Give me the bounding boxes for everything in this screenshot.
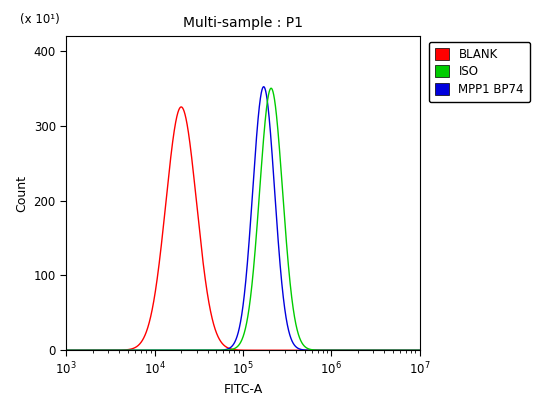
MPP1 BP74: [77, 348, 84, 353]
MPP1 BP74: [65, 348, 71, 353]
BLANK: [397, 348, 404, 353]
ISO: [63, 348, 70, 353]
Legend: BLANK, ISO, MPP1 BP74: BLANK, ISO, MPP1 BP74: [429, 42, 530, 102]
X-axis label: FITC-A: FITC-A: [223, 383, 263, 396]
BLANK: [84, 348, 91, 353]
MPP1 BP74: [84, 348, 91, 353]
MPP1 BP74: [261, 84, 267, 89]
MPP1 BP74: [236, 327, 242, 332]
BLANK: [77, 348, 84, 353]
BLANK: [63, 348, 70, 353]
MPP1 BP74: [63, 348, 70, 353]
BLANK: [178, 105, 184, 109]
MPP1 BP74: [132, 348, 139, 353]
Text: (x 10¹): (x 10¹): [20, 14, 60, 26]
BLANK: [65, 348, 71, 353]
BLANK: [236, 347, 242, 352]
Line: MPP1 BP74: MPP1 BP74: [66, 87, 420, 350]
ISO: [236, 343, 242, 347]
ISO: [132, 348, 139, 353]
Line: BLANK: BLANK: [66, 107, 420, 350]
ISO: [84, 348, 91, 353]
BLANK: [416, 348, 423, 353]
ISO: [397, 348, 404, 353]
Title: Multi-sample : P1: Multi-sample : P1: [183, 16, 303, 31]
BLANK: [132, 345, 139, 350]
Y-axis label: Count: Count: [15, 175, 28, 211]
MPP1 BP74: [397, 348, 404, 353]
MPP1 BP74: [416, 348, 423, 353]
ISO: [416, 348, 423, 353]
Line: ISO: ISO: [66, 88, 420, 350]
ISO: [65, 348, 71, 353]
ISO: [77, 348, 84, 353]
ISO: [268, 86, 274, 91]
